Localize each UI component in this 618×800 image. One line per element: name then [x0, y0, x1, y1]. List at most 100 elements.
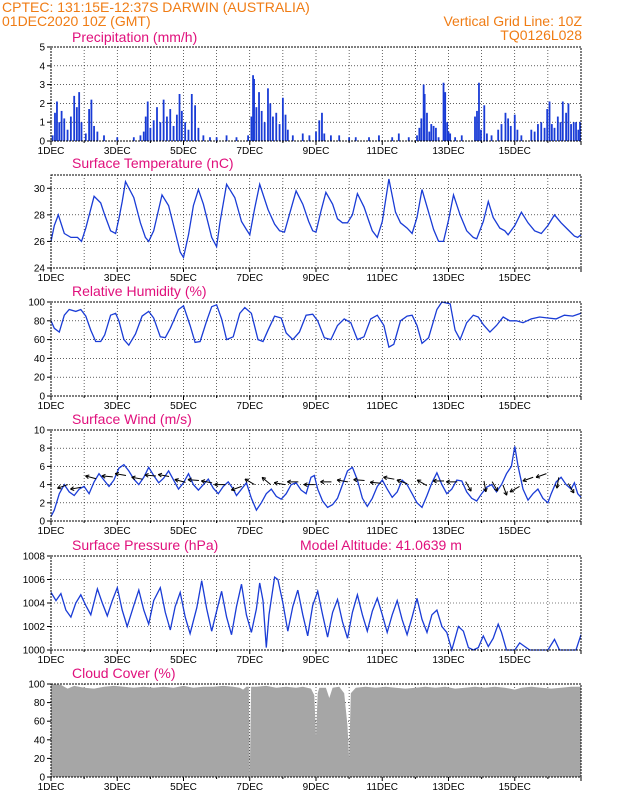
xtick-label: 9DEC: [303, 782, 330, 793]
xtick-label: 7DEC: [236, 273, 263, 284]
panel-precip: Precipitation (mm/h) 0 1 2 3 4 5 1DEC 3DEC 5DEC 7D…: [38, 29, 582, 157]
wind-arrow-head: [261, 477, 265, 482]
precip-bar: [323, 133, 326, 141]
precip-bar: [548, 101, 551, 141]
wind-arrow-shaft: [416, 479, 428, 486]
precip-bar: [561, 101, 564, 141]
wind-arrow-head: [320, 479, 325, 483]
precip-bar: [281, 97, 284, 141]
precip-bar: [209, 137, 211, 141]
precip-bar: [391, 137, 394, 141]
wind-arrow-shaft: [502, 484, 508, 496]
precip-bar: [215, 137, 218, 141]
wind-arrow: [555, 477, 560, 489]
wind-arrow-head: [369, 481, 374, 485]
precip-bar: [480, 129, 482, 141]
xtick-label: 1DEC: [38, 273, 65, 284]
series-line-wind: [50, 446, 582, 517]
wind-arrow: [502, 484, 508, 496]
wind-arrow: [535, 473, 547, 479]
xtick-label: 9DEC: [303, 146, 330, 157]
precip-bar: [286, 129, 289, 141]
wind-arrow: [432, 478, 445, 484]
ytick-label: 40: [34, 735, 46, 746]
header-model-code: TQ0126L028: [500, 27, 582, 43]
xtick-label: 13DEC: [432, 146, 464, 157]
wind-arrow-shaft: [383, 476, 395, 480]
precip-bar: [513, 114, 516, 141]
precip-bar: [301, 133, 304, 141]
precip-bar: [66, 129, 69, 141]
wind-arrow-head: [287, 479, 292, 483]
precip-bar: [570, 124, 572, 141]
precip-bar: [507, 118, 510, 141]
precip-bar: [116, 137, 119, 141]
xtick-label: 3DEC: [104, 782, 131, 793]
wind-arrow-head: [101, 475, 106, 479]
wind-arrow-shaft: [556, 477, 560, 489]
precip-bar: [90, 99, 93, 141]
wind-arrow-head: [353, 479, 358, 483]
xtick-label: 11DEC: [367, 146, 399, 157]
precip-bar: [73, 95, 76, 141]
wind-arrow-shaft: [231, 485, 242, 491]
wind-arrow-head: [158, 472, 163, 476]
panel-pres: Surface Pressure (hPa) 1000 1002 1004 1006 10…: [23, 537, 582, 666]
wind-arrow-shaft: [274, 482, 286, 486]
precip-bar: [550, 124, 553, 141]
wind-arrow-head: [555, 484, 558, 489]
wind-arrow-shaft: [158, 474, 170, 477]
wind-arrow-head: [383, 476, 387, 481]
precip-bar: [442, 82, 445, 141]
precip-bar: [559, 122, 562, 141]
wind-arrow-head: [522, 480, 527, 483]
xtick-label: 5DEC: [170, 782, 197, 793]
xtick-label: 3DEC: [104, 273, 131, 284]
xtick-label: 13DEC: [432, 526, 464, 537]
precip-bar: [321, 112, 323, 141]
precip-bar: [51, 135, 54, 141]
precip-bar: [159, 122, 162, 141]
precip-bar: [69, 116, 72, 141]
wind-arrow: [85, 474, 97, 480]
ytick-label: 20: [34, 373, 46, 384]
wind-arrow-head: [320, 481, 325, 485]
precip-bar: [348, 137, 351, 141]
precip-bar: [139, 135, 142, 141]
wind-arrow-head: [383, 475, 388, 478]
xtick-label: 5DEC: [170, 146, 197, 157]
precip-bar: [235, 137, 238, 141]
wind-arrow-shaft: [509, 485, 520, 493]
precip-bar: [497, 129, 500, 141]
ytick-label: 80: [34, 698, 46, 709]
wind-arrow-head: [230, 486, 235, 491]
wind-arrow: [509, 485, 520, 493]
wind-arrow-shaft: [522, 476, 534, 482]
model-altitude: Model Altitude: 41.0639 m: [300, 537, 462, 553]
precip-bar: [546, 109, 549, 141]
precip-bar: [537, 124, 539, 141]
xtick-label: 1DEC: [38, 146, 65, 157]
xtick-label: 7DEC: [236, 146, 263, 157]
wind-arrow: [174, 478, 186, 483]
precip-bar: [447, 131, 450, 141]
wind-arrow-shaft: [201, 480, 213, 484]
panel-wind: Surface Wind (m/s) 0 2 4 6 8 10 1DEC 3DEC 5DEC 7DE…: [34, 411, 582, 537]
precip-bar: [446, 122, 449, 141]
xtick-label: 15DEC: [499, 273, 531, 284]
precip-bar: [278, 124, 281, 141]
wind-arrow-head: [396, 478, 401, 481]
series-line-temp: [50, 178, 582, 260]
precip-bar: [156, 107, 158, 141]
precip-bar: [572, 122, 575, 141]
precip-bar: [247, 135, 249, 141]
precip-bar: [58, 122, 61, 141]
xtick-label: 9DEC: [303, 273, 330, 284]
panel-frame: [50, 301, 582, 397]
precip-bar: [284, 114, 287, 141]
wind-arrow-head: [200, 480, 205, 484]
panel-title-rh: Relative Humidity (%): [72, 283, 207, 299]
wind-arrow: [57, 484, 68, 490]
wind-arrow-head: [214, 482, 219, 486]
precip-bar: [430, 124, 433, 141]
